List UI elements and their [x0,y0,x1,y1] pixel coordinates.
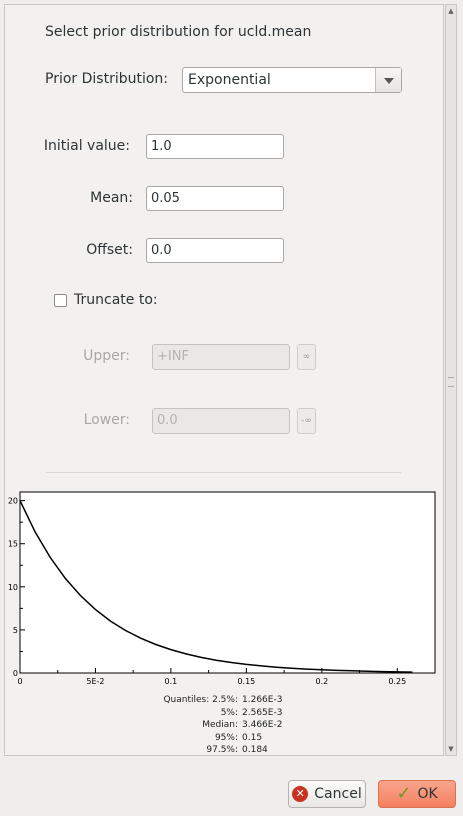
chart-x-axis: 0 5E-2 0.1 0.15 0.2 0.25 [17,668,406,686]
mean-label: Mean: [90,190,133,206]
initial-value-input[interactable]: 1.0 [146,134,284,159]
scroll-down-icon[interactable]: ▼ [448,745,454,753]
y-tick-label: 0 [13,669,18,678]
x-tick-label: 0.25 [388,677,406,686]
y-tick-label: 15 [8,540,18,549]
neg-infinity-button[interactable]: -∞ [297,408,316,434]
quantile-value: 0.184 [242,745,268,755]
x-tick-label: 0.15 [237,677,255,686]
mean-input[interactable]: 0.05 [146,186,284,211]
infinity-button[interactable]: ∞ [297,344,316,370]
quantile-value: 1.266E-3 [242,695,283,705]
separator [46,472,401,473]
cancel-button[interactable]: ✕ Cancel [288,780,366,808]
upper-input[interactable]: +INF [152,344,290,370]
x-tick-label: 5E-2 [86,677,104,686]
ok-label: OK [417,786,438,802]
lower-input[interactable]: 0.0 [152,408,290,434]
quantile-label: 95%: [214,732,238,743]
quantile-label: 97.5%: [206,745,238,755]
scroll-grip-icon[interactable] [448,377,454,387]
dropdown-button[interactable] [375,68,401,92]
y-tick-label: 10 [8,583,18,592]
chevron-down-icon [384,78,394,84]
quantile-label: 5%: [220,707,238,718]
chart-series-line [19,500,413,673]
cancel-label: Cancel [314,786,362,802]
quantile-value: 2.565E-3 [242,707,283,718]
vertical-scrollbar[interactable]: ▲ ▼ [445,4,457,756]
scroll-up-icon[interactable]: ▲ [448,7,454,15]
chart-y-axis: 0 5 10 15 20 [8,497,25,678]
prior-distribution-value: Exponential [188,72,271,88]
truncate-checkbox[interactable] [54,294,67,307]
check-icon: ✓ [396,783,412,804]
x-tick-label: 0.2 [315,677,328,686]
y-tick-label: 5 [13,626,18,635]
offset-label: Offset: [86,242,133,258]
prior-density-chart: 0 5 10 15 20 0 5E-2 0.1 0.15 0.2 0.25 [8,491,436,686]
y-tick-label: 20 [8,497,18,506]
cancel-icon: ✕ [292,786,309,802]
chart-plot-area [19,491,436,674]
ok-button[interactable]: ✓ OK [378,780,456,808]
upper-label: Upper: [83,348,130,364]
quantile-value: 0.15 [242,732,263,743]
prior-distribution-select[interactable]: Exponential [182,67,402,93]
offset-input[interactable]: 0.0 [146,238,284,263]
quantile-label: Quantiles: 2.5%: [163,695,238,705]
x-tick-label: 0.1 [165,677,178,686]
quantile-value: 3.466E-2 [242,720,283,730]
prior-dialog-panel: Select prior distribution for ucld.mean … [4,4,444,756]
truncate-label: Truncate to: [74,292,158,308]
quantile-label: Median: [202,720,238,730]
x-tick-label: 0 [17,677,22,686]
lower-label: Lower: [83,412,130,428]
prior-distribution-label: Prior Distribution: [45,71,169,87]
dialog-title: Select prior distribution for ucld.mean [45,24,312,40]
initial-value-label: Initial value: [43,138,130,154]
